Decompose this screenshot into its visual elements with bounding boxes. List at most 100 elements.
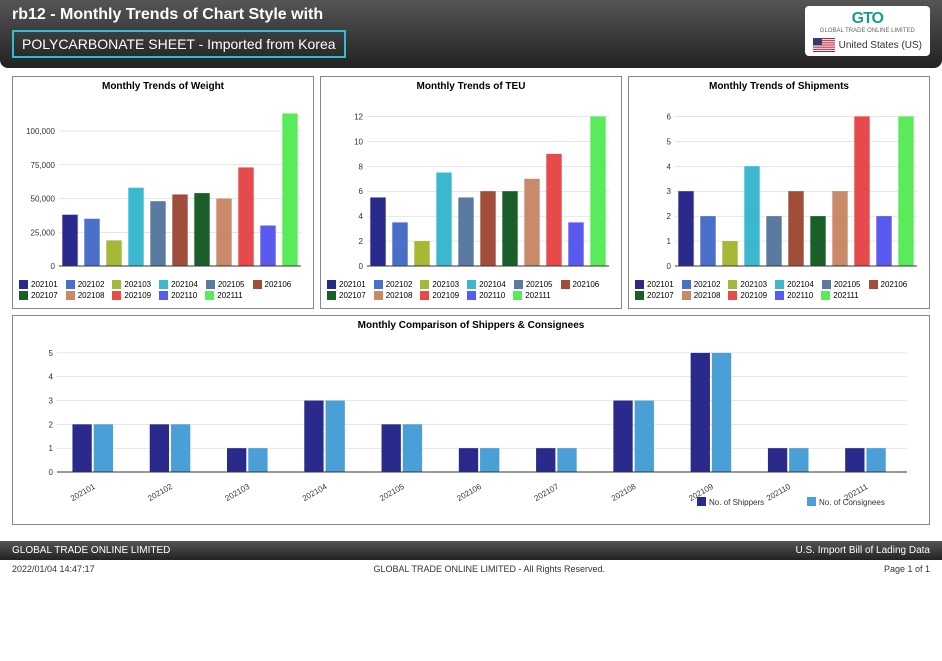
footer-timestamp: 2022/01/04 14:47:17 <box>12 564 95 574</box>
flag-icon <box>813 38 835 52</box>
svg-text:4: 4 <box>359 212 364 221</box>
top-charts-row: Monthly Trends of Weight 0 25,000 50,000 75… <box>12 76 930 309</box>
svg-text:8: 8 <box>359 162 364 171</box>
svg-text:6: 6 <box>667 112 672 121</box>
chart-weight-legend: 202101 202102 202103 202104 202105 202106 2021… <box>17 276 309 304</box>
legend-item: 202103 <box>728 280 767 289</box>
chart-weight-title: Monthly Trends of Weight <box>17 81 309 92</box>
legend-item: 202105 <box>822 280 861 289</box>
svg-text:4: 4 <box>49 373 54 382</box>
svg-text:No. of Consignees: No. of Consignees <box>819 498 885 507</box>
svg-text:5: 5 <box>667 137 672 146</box>
legend-item: 202108 <box>682 291 721 300</box>
footer-right: U.S. Import Bill of Lading Data <box>795 545 930 556</box>
report-title: rb12 - Monthly Trends of Chart Style wit… <box>12 6 346 24</box>
legend-item: 202103 <box>112 280 151 289</box>
svg-text:5: 5 <box>49 349 54 358</box>
legend-item: 202106 <box>561 280 600 289</box>
legend-item: 202110 <box>159 291 197 300</box>
svg-text:12: 12 <box>354 112 363 121</box>
svg-text:202110: 202110 <box>765 482 793 503</box>
legend-item: 202110 <box>467 291 505 300</box>
svg-text:1: 1 <box>667 237 672 246</box>
legend-item: 202111 <box>205 291 243 300</box>
chart-teu-title: Monthly Trends of TEU <box>325 81 617 92</box>
legend-item: 202110 <box>775 291 813 300</box>
legend-item: 202107 <box>635 291 674 300</box>
legend-item: 202108 <box>374 291 413 300</box>
svg-text:2: 2 <box>359 237 364 246</box>
legend-item: 202111 <box>821 291 859 300</box>
svg-text:75,000: 75,000 <box>31 161 56 170</box>
svg-text:202106: 202106 <box>455 482 483 503</box>
legend-item: 202105 <box>206 280 245 289</box>
svg-text:50,000: 50,000 <box>31 195 56 204</box>
svg-text:10: 10 <box>354 137 363 146</box>
legend-item: 202102 <box>374 280 413 289</box>
header-right: GTO GLOBAL TRADE ONLINE LIMITED United S… <box>805 6 930 56</box>
chart-comparison-title: Monthly Comparison of Shippers & Consign… <box>17 320 925 331</box>
legend-item: 202111 <box>513 291 551 300</box>
svg-text:202107: 202107 <box>533 482 561 503</box>
legend-item: 202108 <box>66 291 105 300</box>
svg-text:202104: 202104 <box>301 482 329 503</box>
footer-copyright: GLOBAL TRADE ONLINE LIMITED - All Rights… <box>373 564 605 574</box>
svg-text:202103: 202103 <box>224 482 252 503</box>
brand-logo-sub: GLOBAL TRADE ONLINE LIMITED <box>820 28 915 34</box>
legend-item: 202102 <box>66 280 105 289</box>
svg-text:3: 3 <box>49 397 54 406</box>
legend-item: 202106 <box>869 280 908 289</box>
svg-text:202101: 202101 <box>69 482 97 503</box>
chart-shipments-svg: 0 1 2 3 4 5 6 <box>633 96 923 276</box>
legend-item: 202104 <box>775 280 814 289</box>
footer-bar: GLOBAL TRADE ONLINE LIMITED U.S. Import … <box>0 541 942 560</box>
country-row: United States (US) <box>813 38 922 52</box>
report-subtitle: POLYCARBONATE SHEET - Imported from Kore… <box>12 30 346 58</box>
chart-teu-panel: Monthly Trends of TEU 024681012 20210120… <box>320 76 622 309</box>
legend-item: 202104 <box>159 280 198 289</box>
legend-item: 202109 <box>420 291 459 300</box>
svg-text:2: 2 <box>667 212 672 221</box>
footer-meta: 2022/01/04 14:47:17 GLOBAL TRADE ONLINE … <box>0 560 942 578</box>
footer-page: Page 1 of 1 <box>884 564 930 574</box>
country-name: United States (US) <box>839 40 922 51</box>
svg-text:25,000: 25,000 <box>31 228 56 237</box>
svg-text:0: 0 <box>359 262 364 271</box>
legend-item: 202106 <box>253 280 292 289</box>
legend-item: 202102 <box>682 280 721 289</box>
chart-shipments-legend: 202101 202102 202103 202104 202105 202106 2021… <box>633 276 925 304</box>
svg-text:4: 4 <box>667 162 672 171</box>
legend-item: 202109 <box>728 291 767 300</box>
svg-text:1: 1 <box>49 444 54 453</box>
legend-item: 202109 <box>112 291 151 300</box>
svg-text:2: 2 <box>49 420 54 429</box>
footer-left: GLOBAL TRADE ONLINE LIMITED <box>12 545 170 556</box>
brand-logo: GTO <box>852 10 883 28</box>
chart-comparison-panel: Monthly Comparison of Shippers & Consign… <box>12 315 930 525</box>
legend-item: 202107 <box>19 291 58 300</box>
svg-text:100,000: 100,000 <box>26 127 55 136</box>
chart-teu-legend: 202101 202102 202103 202104 202105 202106 2021… <box>325 276 617 304</box>
chart-weight-panel: Monthly Trends of Weight 0 25,000 50,000 75… <box>12 76 314 309</box>
chart-comparison-svg: 0 1 2 3 4 5 202101 202102 202103 202104 202105 2021… <box>17 335 917 520</box>
svg-text:0: 0 <box>667 262 672 271</box>
svg-text:202105: 202105 <box>378 482 406 503</box>
svg-text:202102: 202102 <box>146 482 174 503</box>
svg-text:6: 6 <box>359 187 364 196</box>
legend-item: 202103 <box>420 280 459 289</box>
legend-item: 202101 <box>635 280 674 289</box>
legend-item: 202101 <box>19 280 58 289</box>
svg-text:3: 3 <box>667 187 672 196</box>
legend-item: 202104 <box>467 280 506 289</box>
legend-item: 202107 <box>327 291 366 300</box>
chart-shipments-panel: Monthly Trends of Shipments 0 1 2 3 4 5 6 2021… <box>628 76 930 309</box>
header-left: rb12 - Monthly Trends of Chart Style wit… <box>12 6 346 58</box>
chart-shipments-title: Monthly Trends of Shipments <box>633 81 925 92</box>
legend-item: 202101 <box>327 280 366 289</box>
legend-item: 202105 <box>514 280 553 289</box>
chart-teu-svg: 0 2 4 6 8 10 12 <box>325 96 615 276</box>
svg-text:0: 0 <box>49 468 54 477</box>
svg-text:202108: 202108 <box>610 482 638 503</box>
svg-text:0: 0 <box>51 262 56 271</box>
content-area: Monthly Trends of Weight 0 25,000 50,000 75… <box>0 68 942 533</box>
